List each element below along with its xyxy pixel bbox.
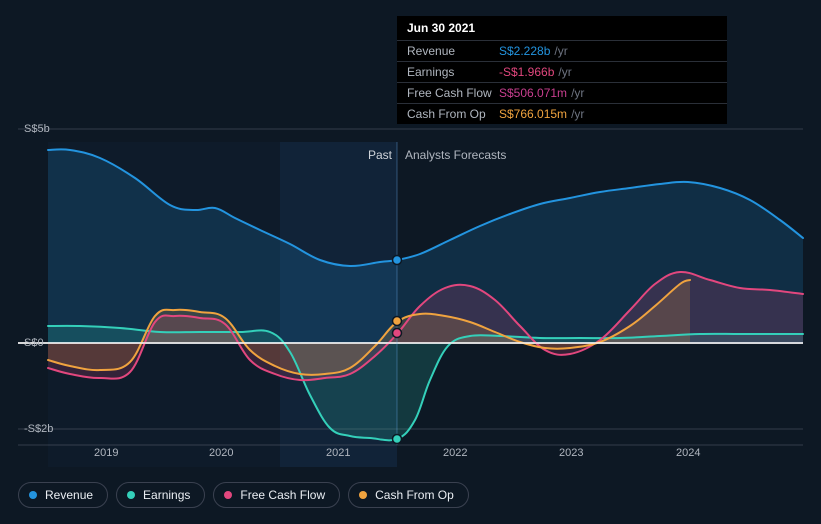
past-label: Past [368, 148, 392, 162]
financials-chart: { "chart": { "type": "line-area", "width… [0, 0, 821, 524]
legend-label: Revenue [45, 488, 93, 502]
legend-item-revenue[interactable]: Revenue [18, 482, 108, 508]
legend-label: Cash From Op [375, 488, 454, 502]
tooltip-row-earnings: Earnings -S$1.966b /yr [397, 62, 727, 83]
tooltip-unit: /yr [571, 86, 584, 100]
legend-dot-icon [359, 491, 367, 499]
x-tick-label: 2023 [559, 447, 583, 459]
forecast-label: Analysts Forecasts [405, 148, 506, 162]
tooltip-unit: /yr [554, 44, 567, 58]
legend-item-earnings[interactable]: Earnings [116, 482, 205, 508]
tooltip-value: S$2.228b [499, 44, 550, 58]
x-tick-label: 2019 [94, 447, 118, 459]
x-tick-label: 2022 [443, 447, 467, 459]
tooltip-row-revenue: Revenue S$2.228b /yr [397, 41, 727, 62]
y-tick-label: S$5b [24, 123, 50, 135]
legend-item-cfo[interactable]: Cash From Op [348, 482, 469, 508]
legend-dot-icon [127, 491, 135, 499]
x-tick-label: 2024 [676, 447, 700, 459]
x-tick-label: 2021 [326, 447, 350, 459]
tooltip-date: Jun 30 2021 [397, 16, 727, 41]
legend: Revenue Earnings Free Cash Flow Cash Fro… [18, 482, 469, 508]
tooltip-row-fcf: Free Cash Flow S$506.071m /yr [397, 83, 727, 104]
legend-label: Free Cash Flow [240, 488, 325, 502]
tooltip-value: -S$1.966b [499, 65, 554, 79]
tooltip-label: Revenue [407, 44, 499, 58]
tooltip-row-cfo: Cash From Op S$766.015m /yr [397, 104, 727, 124]
tooltip-label: Cash From Op [407, 107, 499, 121]
tooltip-value: S$766.015m [499, 107, 567, 121]
hover-tooltip: Jun 30 2021 Revenue S$2.228b /yr Earning… [397, 16, 727, 124]
legend-dot-icon [224, 491, 232, 499]
tooltip-label: Earnings [407, 65, 499, 79]
tooltip-value: S$506.071m [499, 86, 567, 100]
legend-item-fcf[interactable]: Free Cash Flow [213, 482, 340, 508]
tooltip-unit: /yr [558, 65, 571, 79]
y-tick-label: -S$2b [24, 423, 53, 435]
x-tick-label: 2020 [209, 447, 233, 459]
legend-dot-icon [29, 491, 37, 499]
tooltip-label: Free Cash Flow [407, 86, 499, 100]
y-tick-label: S$0 [24, 337, 44, 349]
tooltip-unit: /yr [571, 107, 584, 121]
legend-label: Earnings [143, 488, 190, 502]
